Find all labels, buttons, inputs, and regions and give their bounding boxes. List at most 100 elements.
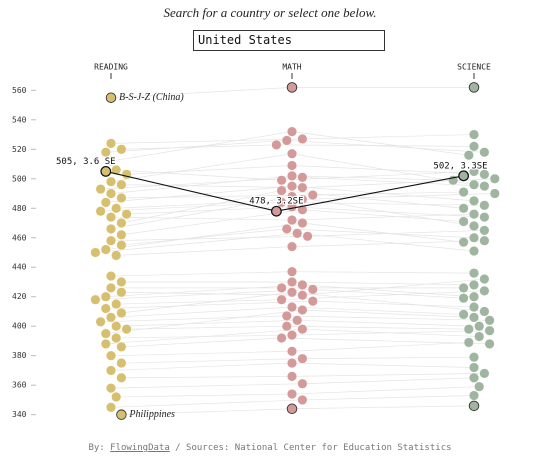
dot [468, 82, 480, 93]
dot [287, 276, 298, 287]
dot [100, 147, 111, 158]
y-tick-label: 360 [12, 381, 27, 390]
dot [287, 371, 298, 382]
dot [111, 164, 122, 175]
dot [95, 316, 106, 327]
dot [116, 307, 127, 318]
highlight-dot [271, 205, 282, 217]
dot [458, 309, 469, 320]
dot [479, 274, 490, 285]
search-box[interactable]: United States [193, 30, 385, 51]
dot [292, 315, 303, 326]
dot [469, 129, 480, 140]
dot [90, 247, 101, 258]
dot [276, 333, 287, 344]
dot [111, 250, 122, 261]
dot [297, 204, 308, 215]
dot [307, 296, 318, 307]
dot [287, 302, 298, 313]
dot [111, 333, 122, 344]
column-header: MATH [282, 63, 301, 72]
y-tick-label: 540 [12, 115, 27, 124]
dot [297, 353, 308, 364]
dot [116, 179, 127, 190]
dot [469, 352, 480, 363]
connector-line [116, 240, 485, 256]
dot [489, 188, 500, 199]
dot [111, 391, 122, 402]
dot [116, 144, 127, 155]
dot [95, 184, 106, 195]
column-header: SCIENCE [457, 63, 491, 72]
dot [479, 147, 490, 158]
dot [458, 282, 469, 293]
dot [90, 294, 101, 305]
dot [463, 324, 474, 335]
footer: By: FlowingData / Sources: National Cent… [0, 443, 540, 453]
dot [479, 368, 490, 379]
dot [484, 315, 495, 326]
dot [469, 372, 480, 383]
dot [297, 218, 308, 229]
dot [276, 185, 287, 196]
connector-line [116, 386, 480, 398]
dot [276, 282, 287, 293]
footer-sources: / Sources: National Center for Education… [169, 443, 452, 453]
dot [100, 244, 111, 255]
dot [458, 237, 469, 248]
dot [297, 194, 308, 205]
dot [116, 240, 127, 251]
dot [105, 350, 116, 361]
dot [121, 209, 132, 220]
dot [100, 291, 111, 302]
dot [105, 402, 116, 413]
dot [116, 409, 127, 420]
dot [287, 287, 298, 298]
annotation: B-S-J-Z (China) [119, 92, 184, 103]
column-header: READING [94, 63, 128, 72]
dot [479, 285, 490, 296]
dot [458, 216, 469, 227]
dot [287, 389, 298, 400]
dot [463, 337, 474, 348]
highlight-dot [458, 170, 470, 182]
dot [297, 182, 308, 193]
dot [484, 338, 495, 349]
dot [479, 306, 490, 317]
dot [116, 229, 127, 240]
y-tick-label: 420 [12, 292, 27, 301]
dot [116, 192, 127, 203]
y-tick-label: 380 [12, 351, 27, 360]
dot [297, 133, 308, 144]
dot [469, 232, 480, 243]
dot [287, 191, 298, 202]
dot [469, 312, 480, 323]
dot [105, 312, 116, 323]
dot [469, 362, 480, 373]
dot [479, 200, 490, 211]
dot [121, 324, 132, 335]
dot [105, 212, 116, 223]
connector-line [121, 373, 485, 379]
dot [105, 223, 116, 234]
y-tick-label: 480 [12, 204, 27, 213]
dot [276, 294, 287, 305]
dot [100, 328, 111, 339]
dot [287, 148, 298, 159]
dot [469, 302, 480, 313]
footer-link[interactable]: FlowingData [110, 443, 170, 453]
dot [116, 341, 127, 352]
dot [105, 188, 116, 199]
dot [105, 365, 116, 376]
dot [281, 321, 292, 332]
dot [292, 228, 303, 239]
dot [287, 170, 298, 181]
dot [479, 225, 490, 236]
dot [281, 223, 292, 234]
dot [469, 246, 480, 257]
dot [281, 135, 292, 146]
dot [469, 268, 480, 279]
search-prompt: Search for a country or select one below… [163, 5, 377, 20]
dot [116, 218, 127, 229]
